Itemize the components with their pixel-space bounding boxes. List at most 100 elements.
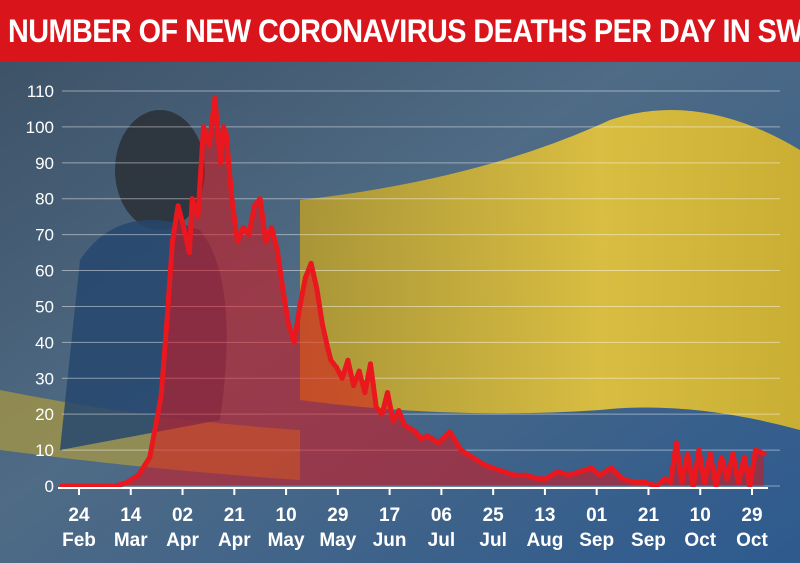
data-point xyxy=(212,95,218,101)
data-point xyxy=(566,472,572,478)
data-point xyxy=(297,304,303,309)
data-point xyxy=(280,286,286,291)
x-tick-month: Jul xyxy=(479,530,506,551)
data-point xyxy=(407,426,413,431)
x-tick-month: Mar xyxy=(114,530,148,551)
data-point xyxy=(373,404,379,410)
y-tick-label: 0 xyxy=(45,477,54,496)
y-tick-label: 90 xyxy=(35,154,54,173)
data-point xyxy=(597,472,603,478)
data-point xyxy=(339,375,345,381)
data-point xyxy=(189,196,195,202)
data-point xyxy=(246,232,252,238)
x-tick-month: Oct xyxy=(684,530,716,551)
data-point xyxy=(319,321,325,327)
data-point xyxy=(736,479,741,485)
chart-title: NUMBER OF NEW CORONAVIRUS DEATHS PER DAY… xyxy=(8,13,800,49)
data-point xyxy=(642,479,648,485)
data-point xyxy=(345,357,351,363)
x-tick-day: 14 xyxy=(120,505,142,526)
x-tick-month: Sep xyxy=(579,530,614,551)
title-bar: NUMBER OF NEW CORONAVIRUS DEATHS PER DAY… xyxy=(0,0,800,62)
data-point xyxy=(257,196,263,202)
data-point xyxy=(436,440,441,446)
x-tick-day: 17 xyxy=(379,505,400,526)
y-tick-label: 20 xyxy=(35,405,54,424)
data-point xyxy=(685,451,691,457)
series-area-fill xyxy=(62,98,764,486)
data-point xyxy=(679,479,685,485)
data-point xyxy=(269,225,274,230)
data-point xyxy=(458,447,464,453)
y-tick-label: 10 xyxy=(35,441,54,460)
x-tick-month: Aug xyxy=(526,530,563,551)
data-point xyxy=(158,393,164,399)
y-tick-label: 50 xyxy=(35,297,54,316)
data-point xyxy=(501,469,507,475)
data-point xyxy=(169,239,175,245)
data-point xyxy=(164,321,170,327)
data-point xyxy=(229,196,235,202)
data-point xyxy=(390,418,396,424)
y-tick-label: 30 xyxy=(35,369,54,388)
data-point xyxy=(124,479,130,485)
y-tick-label: 110 xyxy=(27,82,54,101)
data-point xyxy=(135,472,141,478)
y-tick-label: 100 xyxy=(26,118,54,137)
data-point xyxy=(413,429,419,435)
x-tick-day: 25 xyxy=(483,505,505,526)
data-point xyxy=(218,160,223,166)
series-line xyxy=(59,95,767,489)
data-point xyxy=(554,469,560,475)
x-tick-day: 21 xyxy=(638,505,660,526)
data-point xyxy=(240,225,246,230)
data-point xyxy=(707,451,713,457)
data-point xyxy=(274,246,280,252)
x-tick-month: Apr xyxy=(166,530,199,551)
data-point xyxy=(302,275,308,281)
data-point xyxy=(608,465,614,471)
x-tick-day: 29 xyxy=(327,505,348,526)
data-point xyxy=(668,479,674,485)
y-tick-label: 60 xyxy=(35,262,54,281)
data-point xyxy=(396,408,402,414)
x-tick-day: 29 xyxy=(741,505,762,526)
data-point xyxy=(741,454,747,460)
data-point xyxy=(724,476,730,482)
x-axis: 24 Feb 14 Mar 02 Apr 21 Apr 10 May 29 May 17 Jun 06 Jul… xyxy=(62,488,769,551)
data-point xyxy=(201,124,206,130)
data-point xyxy=(220,124,226,130)
data-point xyxy=(447,429,453,435)
data-point xyxy=(147,454,153,460)
data-point xyxy=(719,454,724,460)
data-point xyxy=(291,339,297,345)
x-tick-month: Jun xyxy=(373,530,407,551)
data-point xyxy=(535,476,540,482)
data-point xyxy=(368,361,373,367)
data-point xyxy=(325,347,331,352)
x-tick-month: May xyxy=(319,530,356,551)
data-point xyxy=(175,203,181,209)
data-point xyxy=(543,476,549,482)
x-tick-month: Oct xyxy=(736,530,768,551)
data-point xyxy=(328,357,334,363)
data-point xyxy=(362,390,368,396)
data-point xyxy=(195,214,201,220)
x-tick-month: May xyxy=(268,530,305,551)
data-point xyxy=(252,203,257,209)
data-point xyxy=(631,479,637,485)
x-tick-day: 01 xyxy=(586,505,608,526)
data-point xyxy=(419,436,424,442)
data-point xyxy=(702,479,708,485)
x-tick-day: 10 xyxy=(690,505,711,526)
data-point xyxy=(223,131,229,137)
data-point xyxy=(512,472,518,478)
data-point xyxy=(385,390,390,396)
data-point xyxy=(334,365,340,370)
data-point xyxy=(263,239,269,245)
data-point xyxy=(730,451,736,457)
person-silhouette-head xyxy=(115,110,205,230)
data-point xyxy=(308,260,314,266)
